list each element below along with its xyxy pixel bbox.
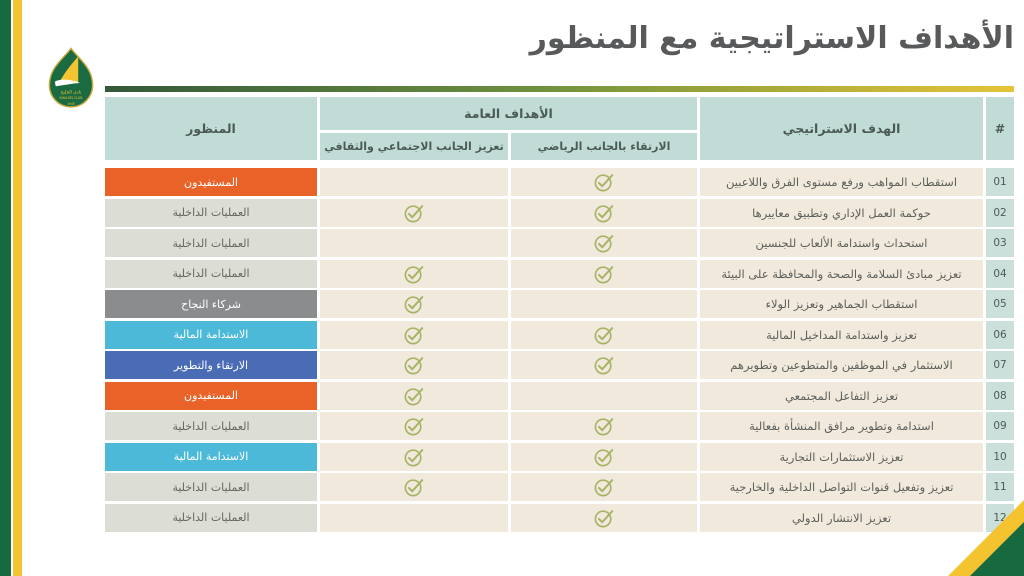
check-social bbox=[320, 229, 508, 257]
check-icon bbox=[404, 326, 424, 344]
perspective-badge: الارتقاء والتطوير bbox=[105, 351, 317, 379]
row-number: 03 bbox=[986, 229, 1014, 257]
check-sports bbox=[511, 503, 697, 532]
check-icon bbox=[594, 265, 614, 283]
objective-text: تعزيز وتفعيل قنوات التواصل الداخلية والخ… bbox=[700, 473, 983, 501]
row-number: 02 bbox=[986, 198, 1014, 227]
objective-text: تعزيز الاستثمارات التجارية bbox=[700, 442, 983, 471]
objective-text: تعزيز واستدامة المداخيل المالية bbox=[700, 320, 983, 349]
row-number: 08 bbox=[986, 381, 1014, 410]
left-edge-gold-stripe bbox=[13, 0, 22, 576]
header-social-aspect: تعزيز الجانب الاجتماعي والثقافي bbox=[320, 133, 508, 160]
check-icon bbox=[404, 357, 424, 375]
row-number: 09 bbox=[986, 412, 1014, 440]
check-social bbox=[320, 290, 508, 318]
check-icon bbox=[404, 387, 424, 405]
club-crest-icon: نادي الخليج KHALEEJ CLUB 1945 bbox=[48, 47, 94, 108]
objective-text: تعزيز مبادئ السلامة والصحة والمحافظة على… bbox=[700, 259, 983, 288]
row-number: 04 bbox=[986, 259, 1014, 288]
objective-text: الاستثمار في الموظفين والمتطوعين وتطويره… bbox=[700, 351, 983, 379]
row-number: 06 bbox=[986, 320, 1014, 349]
header-general-objectives: الأهداف العامة bbox=[320, 97, 697, 130]
row-number: 11 bbox=[986, 473, 1014, 501]
check-icon bbox=[594, 509, 614, 527]
row-number: 07 bbox=[986, 351, 1014, 379]
header-sports-aspect: الارتقاء بالجانب الرياضي bbox=[511, 133, 697, 160]
svg-text:1945: 1945 bbox=[67, 102, 75, 106]
perspective-badge: الاستدامة المالية bbox=[105, 320, 317, 349]
check-social bbox=[320, 412, 508, 440]
check-icon bbox=[404, 296, 424, 314]
objective-text: استقطاب المواهب ورفع مستوى الفرق واللاعب… bbox=[700, 168, 983, 196]
table-body: 01 استقطاب المواهب ورفع مستوى الفرق واللا… bbox=[105, 168, 1014, 532]
check-icon bbox=[594, 357, 614, 375]
objective-text: تعزيز الانتشار الدولي bbox=[700, 503, 983, 532]
check-icon bbox=[404, 479, 424, 497]
objective-text: استقطاب الجماهير وتعزيز الولاء bbox=[700, 290, 983, 318]
objective-text: حوكمة العمل الإداري وتطبيق معاييرها bbox=[700, 198, 983, 227]
objective-text: استدامة وتطوير مرافق المنشأة بفعالية bbox=[700, 412, 983, 440]
check-sports bbox=[511, 290, 697, 318]
check-icon bbox=[404, 265, 424, 283]
check-icon bbox=[404, 418, 424, 436]
check-sports bbox=[511, 381, 697, 410]
check-icon bbox=[594, 174, 614, 192]
check-social bbox=[320, 168, 508, 196]
check-social bbox=[320, 259, 508, 288]
check-sports bbox=[511, 351, 697, 379]
row-number: 05 bbox=[986, 290, 1014, 318]
check-social bbox=[320, 351, 508, 379]
check-icon bbox=[404, 204, 424, 222]
check-sports bbox=[511, 412, 697, 440]
check-social bbox=[320, 381, 508, 410]
perspective-badge: العمليات الداخلية bbox=[105, 229, 317, 257]
check-sports bbox=[511, 473, 697, 501]
check-sports bbox=[511, 320, 697, 349]
perspective-badge: العمليات الداخلية bbox=[105, 473, 317, 501]
check-icon bbox=[594, 326, 614, 344]
check-social bbox=[320, 198, 508, 227]
check-sports bbox=[511, 229, 697, 257]
check-social bbox=[320, 320, 508, 349]
header-objective: الهدف الاستراتيجي bbox=[700, 97, 983, 160]
check-social bbox=[320, 503, 508, 532]
check-social bbox=[320, 442, 508, 471]
perspective-badge: العمليات الداخلية bbox=[105, 412, 317, 440]
perspective-badge: العمليات الداخلية bbox=[105, 503, 317, 532]
check-sports bbox=[511, 259, 697, 288]
perspective-badge: الاستدامة المالية bbox=[105, 442, 317, 471]
row-number: 01 bbox=[986, 168, 1014, 196]
check-sports bbox=[511, 198, 697, 227]
check-icon bbox=[594, 418, 614, 436]
perspective-badge: العمليات الداخلية bbox=[105, 259, 317, 288]
objective-text: تعزيز التفاعل المجتمعي bbox=[700, 381, 983, 410]
khaleej-club-logo: نادي الخليج KHALEEJ CLUB 1945 bbox=[44, 45, 98, 113]
check-icon bbox=[594, 204, 614, 222]
check-icon bbox=[404, 448, 424, 466]
perspective-badge: المستفيدون bbox=[105, 168, 317, 196]
check-sports bbox=[511, 442, 697, 471]
objectives-table: # الهدف الاستراتيجي الأهداف العامة الارت… bbox=[105, 97, 1014, 532]
objective-text: استحداث واستدامة الألعاب للجنسين bbox=[700, 229, 983, 257]
svg-text:KHALEEJ CLUB: KHALEEJ CLUB bbox=[59, 96, 82, 100]
perspective-badge: العمليات الداخلية bbox=[105, 198, 317, 227]
row-number: 10 bbox=[986, 442, 1014, 471]
title-gradient-divider bbox=[105, 86, 1014, 92]
check-icon bbox=[594, 479, 614, 497]
svg-text:نادي الخليج: نادي الخليج bbox=[61, 90, 82, 95]
page-title: الأهداف الاستراتيجية مع المنظور bbox=[529, 21, 1014, 56]
perspective-badge: المستفيدون bbox=[105, 381, 317, 410]
perspective-badge: شركاء النجاح bbox=[105, 290, 317, 318]
check-icon bbox=[594, 235, 614, 253]
header-hash: # bbox=[986, 97, 1014, 160]
check-sports bbox=[511, 168, 697, 196]
left-edge-green-stripe bbox=[0, 0, 11, 576]
table-header: # الهدف الاستراتيجي الأهداف العامة الارت… bbox=[105, 97, 1014, 160]
check-icon bbox=[594, 448, 614, 466]
check-social bbox=[320, 473, 508, 501]
header-perspective: المنظور bbox=[105, 97, 317, 160]
